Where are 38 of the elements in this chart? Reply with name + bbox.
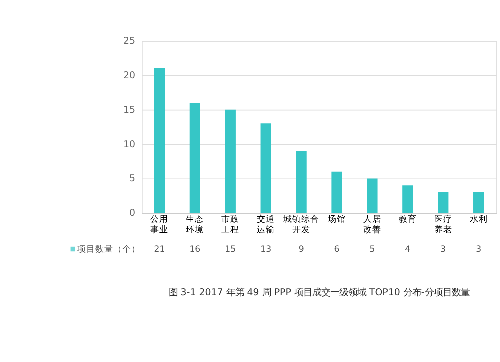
bar xyxy=(225,110,236,214)
y-tick-label: 25 xyxy=(124,36,136,48)
data-label: 3 xyxy=(476,244,482,255)
data-label: 13 xyxy=(260,244,272,255)
data-label: 6 xyxy=(334,244,340,255)
legend-label: 项目数量（个） xyxy=(77,244,140,255)
y-tick-label: 15 xyxy=(124,104,136,116)
x-tick-label: 教育 xyxy=(398,214,417,226)
data-label: 21 xyxy=(154,244,166,255)
bar xyxy=(296,151,307,214)
bar xyxy=(438,192,449,214)
data-label: 5 xyxy=(370,244,376,255)
bar xyxy=(474,192,484,214)
x-tick-label: 人居改善 xyxy=(363,214,382,236)
y-tick-label: 10 xyxy=(124,139,136,150)
bar xyxy=(190,102,200,214)
x-tick-label: 场馆 xyxy=(327,214,346,226)
x-tick-label: 水利 xyxy=(470,214,488,226)
x-tick-label: 城镇综合开发 xyxy=(282,214,320,236)
y-tick-label: 20 xyxy=(124,70,136,82)
y-tick-label: 5 xyxy=(130,174,136,185)
x-tick-label: 医疗养老 xyxy=(434,214,452,236)
data-label: 9 xyxy=(298,244,304,255)
y-tick-label: 0 xyxy=(130,208,136,220)
bar xyxy=(367,178,378,214)
x-tick-label: 交通运输 xyxy=(257,214,276,236)
bar xyxy=(332,172,342,214)
bar xyxy=(260,124,272,214)
data-label: 3 xyxy=(440,244,446,255)
data-label: 16 xyxy=(190,244,201,255)
bar xyxy=(402,186,414,214)
x-tick-label: 公用事业 xyxy=(150,214,169,236)
x-tick-label: 生态环境 xyxy=(186,214,204,236)
data-label: 4 xyxy=(405,244,411,255)
bar xyxy=(154,68,166,214)
text: 图 3-1 2017 年第 49 周 PPP 项目成交一级领域 TOP10 分布-分项目数量 xyxy=(168,288,470,299)
x-tick-label: 市政工程 xyxy=(222,214,240,236)
data-label: 15 xyxy=(225,244,236,255)
